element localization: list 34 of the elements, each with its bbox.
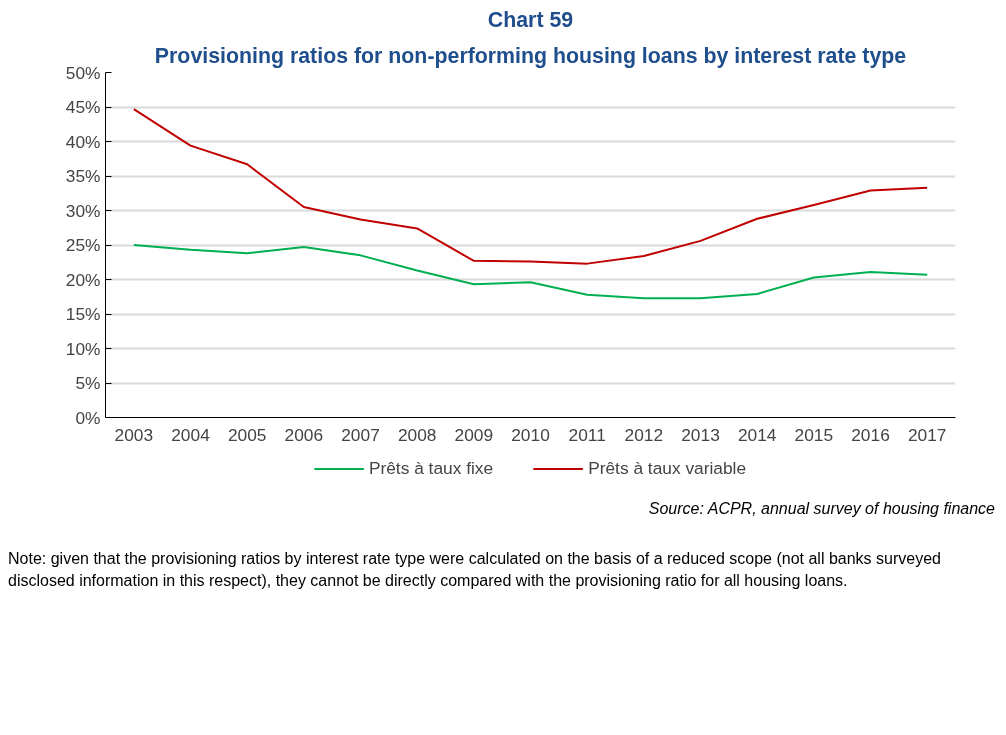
x-tick-label: 2015 <box>794 424 834 445</box>
x-tick-label: 2017 <box>907 424 947 445</box>
y-tick-label: 40% <box>65 131 101 152</box>
x-tick-label: 2016 <box>851 424 890 445</box>
y-tick-label: 10% <box>65 338 101 359</box>
y-tick-label: 50% <box>65 62 101 83</box>
y-tick-label: 20% <box>65 269 101 290</box>
y-tick-label: 45% <box>65 97 101 117</box>
line-series <box>132 244 929 300</box>
y-tick-label: 35% <box>65 166 101 186</box>
x-tick-label: 2006 <box>284 424 324 445</box>
y-tick-label: 30% <box>65 200 101 221</box>
line-series <box>132 108 929 265</box>
x-tick-label: 2003 <box>114 424 154 445</box>
x-tick-label: 2004 <box>171 424 211 445</box>
chart-title: Chart 59 <box>487 7 574 32</box>
x-tick-label: 2013 <box>681 424 720 445</box>
legend-label: Prêts à taux variable <box>588 457 747 479</box>
x-tick-label: 2007 <box>341 424 380 445</box>
y-tick-label: 15% <box>65 304 101 324</box>
x-tick-label: 2012 <box>624 424 664 445</box>
x-tick-label: 2005 <box>227 424 267 445</box>
x-tick-label: 2014 <box>737 424 777 445</box>
x-tick-label: 2010 <box>511 424 550 445</box>
x-tick-label: 2009 <box>454 424 494 445</box>
text: Note: given that the provisioning ratios by interest rate type were calculated on the basis of a reduced scope (not all banks surveyed disclosed information in this respect), they cannot be directly compared with the provisioning ratio for all housing loans. <box>8 549 942 591</box>
x-tick-label: 2011 <box>568 424 606 445</box>
chart-subtitle: Provisioning ratios for non-performing housing loans by interest rate type <box>154 43 907 68</box>
y-tick-label: 5% <box>75 373 101 393</box>
legend-label: Prêts à taux fixe <box>368 457 494 479</box>
source-note: Source: ACPR, annual survey of housing finance <box>648 499 995 519</box>
x-tick-label: 2008 <box>397 424 437 445</box>
y-tick-label: 0% <box>75 407 101 428</box>
y-tick-label: 25% <box>65 235 101 255</box>
